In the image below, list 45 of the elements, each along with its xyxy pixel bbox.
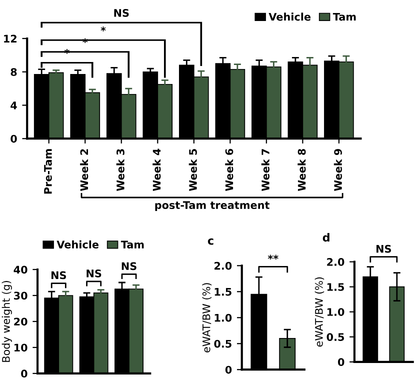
text: post-Tam treatment bbox=[155, 201, 270, 212]
y-axis-title: eWAT/BW (%) bbox=[314, 277, 324, 347]
text: ** bbox=[268, 254, 278, 260]
y-tick-label: 40 bbox=[14, 266, 28, 274]
text: NS bbox=[376, 244, 391, 253]
x-tick-label: Week 7 bbox=[261, 149, 270, 192]
text: NS bbox=[114, 9, 129, 17]
x-tick-label: Week 2 bbox=[80, 149, 88, 192]
x-tick-label: Week 8 bbox=[298, 148, 306, 192]
y-axis-title: eWAT/BW (%) bbox=[202, 283, 212, 352]
x-tick-label: Week 5 bbox=[188, 149, 197, 192]
y-tick-label: 0.5 bbox=[214, 340, 232, 348]
y-tick-label: 12 bbox=[4, 34, 16, 42]
legend-label: Tam bbox=[120, 240, 144, 248]
y-tick-label: 20 bbox=[14, 318, 28, 326]
y-tick-label: 8 bbox=[10, 68, 17, 76]
annotation: NS bbox=[51, 271, 66, 280]
y-tick-label: 2.0 bbox=[327, 258, 344, 266]
annotation: NS bbox=[122, 262, 136, 270]
y-tick-label: 0 bbox=[10, 134, 17, 143]
x-tick-label: Week 9 bbox=[334, 148, 342, 192]
y-tick-label: 1.5 bbox=[327, 283, 344, 291]
x-tick-label: Week 6 bbox=[225, 148, 234, 192]
y-tick-label: 1.5 bbox=[214, 288, 232, 296]
y-tick-label: 0.5 bbox=[326, 333, 344, 341]
y-tick-label: 10 bbox=[14, 344, 28, 352]
y-tick-label: 4 bbox=[10, 102, 17, 110]
y-tick-label: 0 bbox=[21, 370, 28, 378]
y-tick-label: 0 bbox=[338, 358, 344, 366]
x-tick-label: Pre-Tam bbox=[44, 149, 52, 194]
y-tick-label: 2.0 bbox=[214, 262, 232, 270]
legend-label: Vehicle bbox=[268, 12, 311, 21]
text: * bbox=[100, 26, 106, 32]
chart-title: c bbox=[208, 238, 214, 245]
legend-label: Vehicle bbox=[56, 240, 99, 248]
x-tick-label: Week 4 bbox=[152, 148, 161, 192]
y-tick-label: 1.0 bbox=[214, 314, 232, 322]
chart-title: d bbox=[322, 233, 330, 242]
y-tick-label: 30 bbox=[14, 292, 28, 300]
x-tick-label: Week 3 bbox=[116, 149, 124, 192]
y-tick-label: 0 bbox=[225, 366, 232, 374]
y-axis-title: Body weight (g) bbox=[2, 280, 12, 362]
y-tick-label: 1.0 bbox=[327, 308, 344, 316]
annotation: NS bbox=[86, 269, 102, 278]
legend-label: Tam bbox=[332, 12, 356, 21]
